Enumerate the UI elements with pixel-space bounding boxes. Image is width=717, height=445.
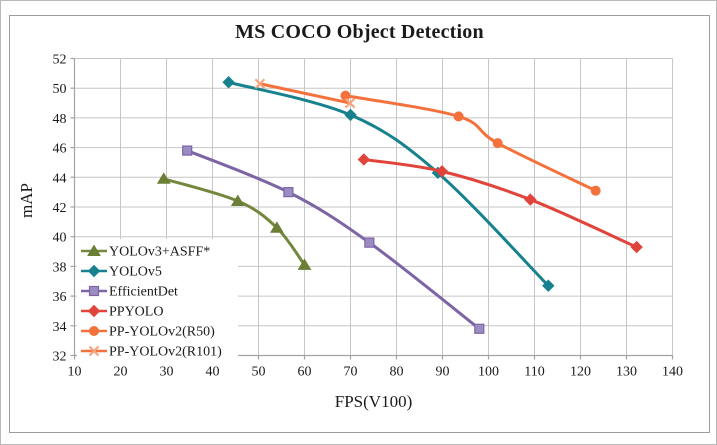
legend-label-yolov3-asff: YOLOv3+ASFF* [109,245,210,260]
data-point-marker [283,187,294,198]
data-point-marker [87,264,101,278]
y-tick-label: 40 [53,231,67,246]
data-point-marker [344,97,356,109]
x-tick-label: 40 [206,365,220,380]
x-tick-label: 30 [160,365,174,380]
data-point-marker [435,165,449,178]
series-line-efficientdet [185,149,481,331]
x-tick-label: 50 [252,365,266,380]
series-line-pp-yolov2-r101 [258,82,352,105]
x-tick-label: 20 [114,365,128,380]
y-tick-label: 44 [53,171,67,186]
data-point-marker [453,111,464,122]
data-point-marker [474,323,485,334]
data-point-marker [492,138,503,149]
x-tick-label: 110 [524,365,544,380]
legend [77,239,238,363]
legend-label-ppyolo: PPYOLO [109,305,163,320]
x-tick-label: 140 [662,365,683,380]
data-point-marker [524,193,537,206]
series-line-ppyolo [362,157,639,249]
y-tick-label: 52 [53,53,67,68]
data-point-marker [182,145,193,156]
data-point-marker [270,221,284,233]
y-tick-label: 46 [53,142,67,157]
x-tick-label: 90 [436,365,450,380]
series-line-yolov5 [227,80,550,288]
series-line-pp-yolov2-r50 [343,94,598,193]
data-point-marker [542,279,555,292]
y-axis-title: mAP [17,183,36,218]
x-tick-label: 80 [390,365,404,380]
x-tick-label: 100 [478,365,499,380]
legend-label-yolov5: YOLOv5 [109,265,162,280]
data-point-marker [88,345,100,357]
figure-frame [9,15,710,433]
data-point-marker [87,244,101,256]
y-tick-label: 48 [53,112,67,127]
data-point-marker [88,285,100,297]
data-point-marker [590,185,601,196]
legend-label-pp-yolov2-r101: PP-YOLOv2(R101) [109,345,222,360]
x-tick-label: 70 [344,365,358,380]
data-point-marker [89,326,99,336]
legend-label-pp-yolov2-r50: PP-YOLOv2(R50) [109,325,215,340]
data-point-marker [254,78,266,90]
y-tick-label: 50 [53,82,67,97]
x-axis-title: FPS(V100) [334,392,413,411]
y-tick-label: 36 [53,290,67,305]
y-tick-label: 38 [53,260,67,275]
legend-label-efficientdet: EfficientDet [109,285,178,300]
data-point-marker [630,240,643,254]
data-point-marker [357,153,371,166]
chart-title: MS COCO Object Detection [235,21,484,43]
data-point-marker [230,194,245,207]
y-tick-label: 32 [53,350,67,365]
data-point-marker [344,108,357,122]
series-line-yolov3-asff [162,177,306,267]
data-point-marker [87,304,101,318]
data-point-marker [156,172,171,184]
data-point-marker [297,258,312,270]
y-tick-label: 42 [53,201,67,216]
y-tick-label: 34 [53,320,67,335]
x-tick-label: 120 [570,365,591,380]
data-point-marker [340,90,351,101]
x-tick-label: 10 [68,365,82,380]
x-tick-label: 130 [616,365,637,380]
data-point-marker [364,237,375,248]
x-tick-label: 60 [298,365,312,380]
data-point-marker [222,76,235,89]
